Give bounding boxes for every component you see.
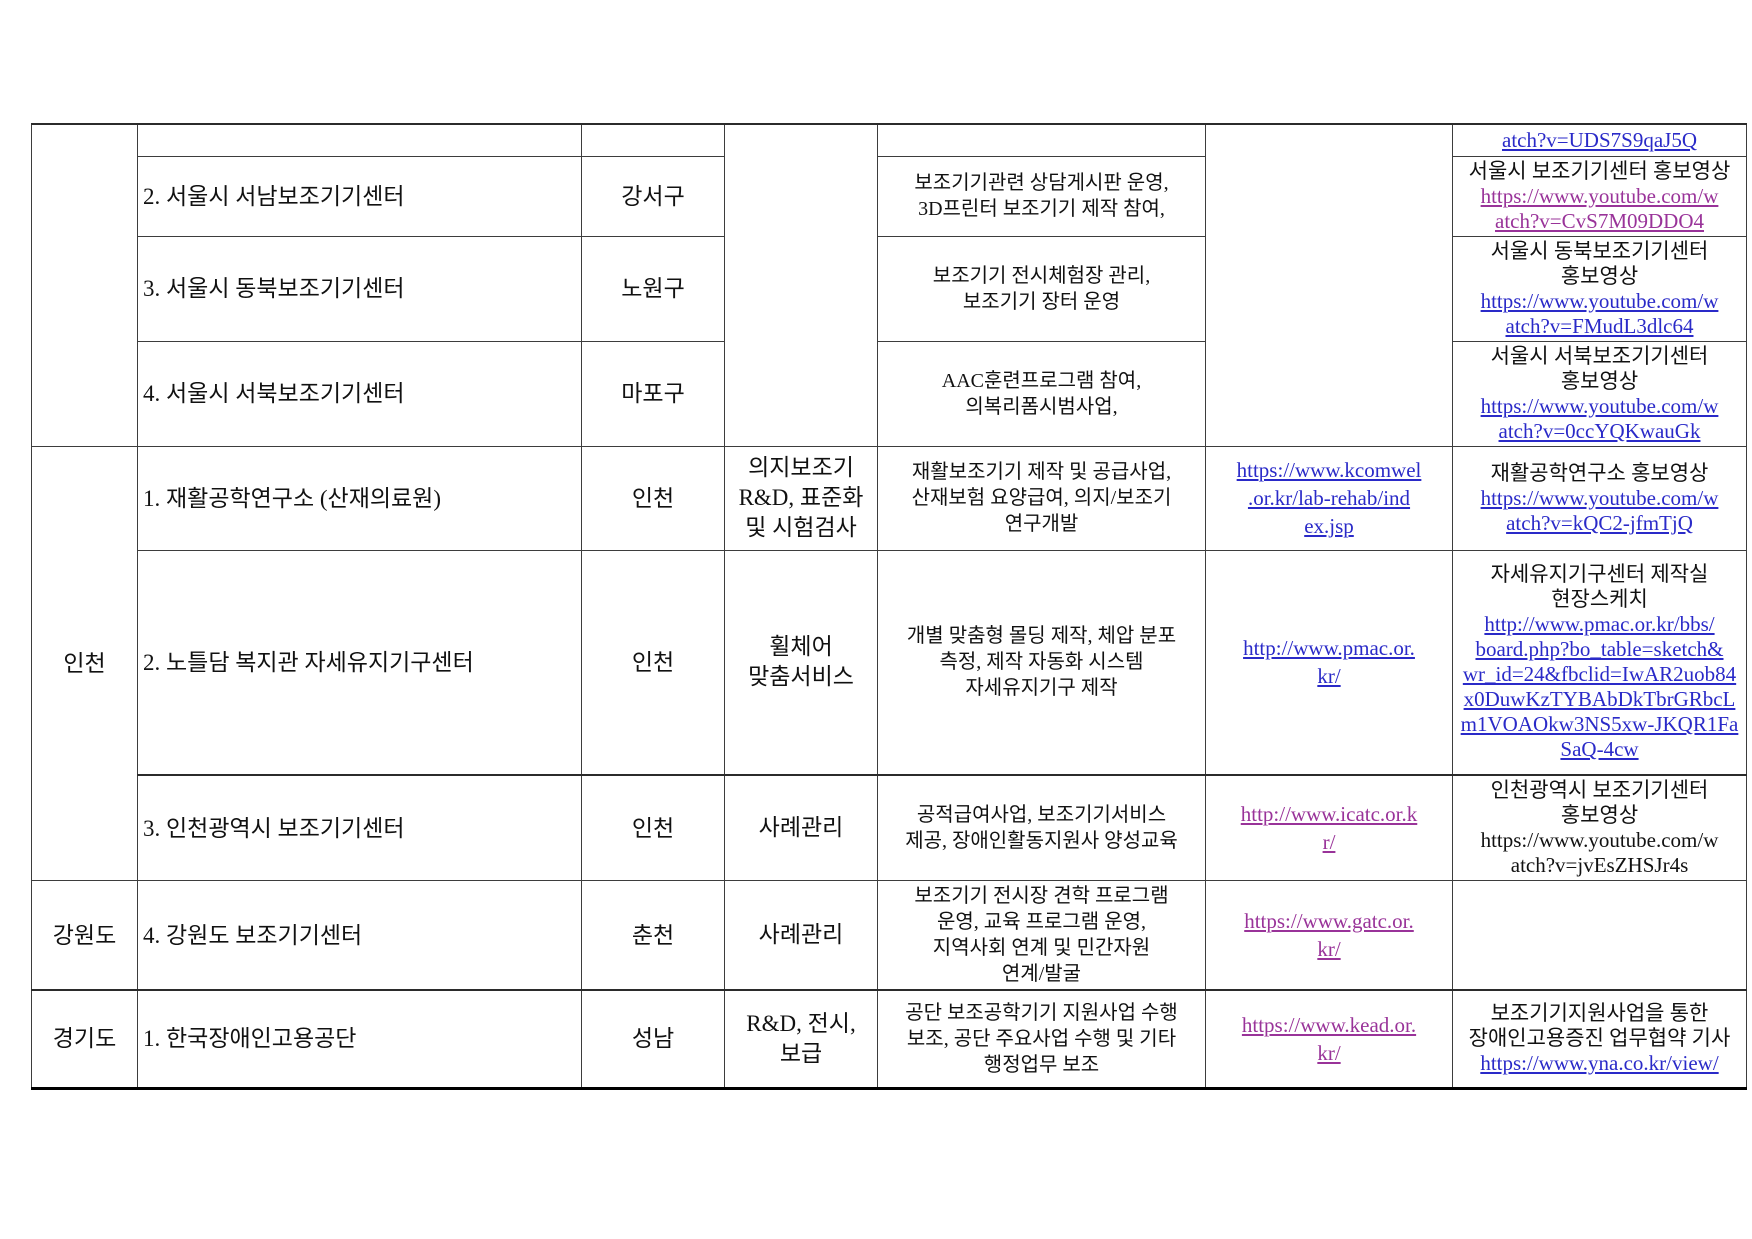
news-article-link[interactable]: https://www.yna.co.kr/view/ <box>1480 1051 1719 1076</box>
region-cell-seoul-merged <box>31 123 138 447</box>
location-cell: 강서구 <box>581 155 725 237</box>
video-cell: 서울시 보조기기센터 홍보영상 https://www.youtube.com/… <box>1452 155 1747 237</box>
video-cell: 재활공학연구소 홍보영상 https://www.youtube.com/w a… <box>1452 445 1747 551</box>
video-title: 홍보영상 <box>1560 263 1639 288</box>
location-cell: 인천 <box>581 445 725 551</box>
location-cell: 성남 <box>581 989 725 1089</box>
description-cell: 공단 보조공학기기 지원사업 수행 보조, 공단 주요사업 수행 및 기타 행정… <box>877 989 1206 1089</box>
location-cell: 인천 <box>581 549 725 776</box>
video-title: 서울시 동북보조기기센터 <box>1490 238 1709 263</box>
video-cell: 인천광역시 보조기기센터 홍보영상 https://www.youtube.co… <box>1452 774 1747 881</box>
location-cell: 노원구 <box>581 235 725 342</box>
service-cell: 사례관리 <box>724 880 878 991</box>
video-link[interactable]: https://www.youtube.com/w atch?v=kQC2-jf… <box>1480 485 1719 535</box>
url-cell-seoul-merged <box>1205 123 1453 447</box>
video-title: 현장스케치 <box>1551 587 1648 612</box>
website-link[interactable]: http://www.pmac.or. kr/ <box>1243 636 1415 689</box>
location-cell: 춘천 <box>581 880 725 991</box>
center-name-cell: 3. 인천광역시 보조기기센터 <box>137 774 582 881</box>
website-url-cell: https://www.kead.or. kr/ <box>1205 989 1453 1089</box>
video-link[interactable]: atch?v=UDS7S9qaJ5Q <box>1502 127 1697 152</box>
video-cell <box>1452 880 1747 991</box>
description-cell <box>877 123 1206 157</box>
table-row: atch?v=UDS7S9qaJ5Q <box>31 123 1747 447</box>
video-cell: 보조기기지원사업을 통한 장애인고용증진 업무협약 기사 https://www… <box>1452 989 1747 1089</box>
center-name-cell: 3. 서울시 동북보조기기센터 <box>137 235 582 342</box>
service-cell: 의지보조기 R&D, 표준화 및 시험검사 <box>724 445 878 551</box>
website-link[interactable]: https://www.gatc.or. kr/ <box>1244 909 1414 961</box>
table-row: 4. 서울시 서북보조기기센터 마포구 AAC훈련프로그램 참여, 의복리폼시범… <box>32 340 1747 447</box>
table-row: 2. 서울시 서남보조기기센터 강서구 보조기기관련 상담게시판 운영, 3D프… <box>32 155 1747 237</box>
website-url-cell: https://www.kcomwel .or.kr/lab-rehab/ind… <box>1205 445 1453 551</box>
video-title: 서울시 서북보조기기센터 <box>1490 343 1709 368</box>
table-row: 2. 노틀담 복지관 자세유지기구센터 인천 휠체어 맞춤서비스 개별 맞춤형 … <box>32 549 1747 776</box>
website-link[interactable]: https://www.kead.or. kr/ <box>1241 1012 1417 1065</box>
service-cell: 휠체어 맞춤서비스 <box>724 549 878 776</box>
video-link[interactable]: https://www.youtube.com/w atch?v=FMudL3d… <box>1480 288 1719 338</box>
description-cell: 보조기기관련 상담게시판 운영, 3D프린터 보조기기 제작 참여, <box>877 155 1206 237</box>
description-cell: 개별 맞춤형 몰딩 제작, 체압 분포 측정, 제작 자동화 시스템 자세유지기… <box>877 549 1206 776</box>
video-title: 홍보영상 <box>1560 803 1639 827</box>
video-title: 재활공학연구소 홍보영상 <box>1490 460 1709 485</box>
region-cell-gyeonggi: 경기도 <box>31 989 138 1089</box>
video-cell: atch?v=UDS7S9qaJ5Q <box>1452 123 1747 157</box>
description-cell: 보조기기 전시장 견학 프로그램 운영, 교육 프로그램 운영, 지역사회 연계… <box>877 880 1206 991</box>
description-cell: 보조기기 전시체험장 관리, 보조기기 장터 운영 <box>877 235 1206 342</box>
website-url-cell: http://www.pmac.or. kr/ <box>1205 549 1453 776</box>
table-row: 3. 인천광역시 보조기기센터 인천 사례관리 공적급여사업, 보조기기서비스 … <box>32 774 1747 881</box>
center-name-cell: 4. 서울시 서북보조기기센터 <box>137 340 582 447</box>
region-cell-gangwon: 강원도 <box>31 880 138 991</box>
location-cell <box>581 123 725 157</box>
website-link[interactable]: http://www.icatc.or.k r/ <box>1240 802 1418 854</box>
video-url-text: https://www.youtube.com/w <box>1480 828 1719 852</box>
table-row: 3. 서울시 동북보조기기센터 노원구 보조기기 전시체험장 관리, 보조기기 … <box>32 235 1747 342</box>
center-name-cell: 4. 강원도 보조기기센터 <box>137 880 582 991</box>
table-row: 강원도 4. 강원도 보조기기센터 춘천 사례관리 보조기기 전시장 견학 프로… <box>31 880 1747 991</box>
video-cell: 서울시 서북보조기기센터 홍보영상 https://www.youtube.co… <box>1452 340 1747 447</box>
website-url-cell: http://www.icatc.or.k r/ <box>1205 774 1453 881</box>
video-title: 장애인고용증진 업무협약 기사 <box>1468 1026 1731 1051</box>
center-name-cell: 2. 서울시 서남보조기기센터 <box>137 155 582 237</box>
description-cell: AAC훈련프로그램 참여, 의복리폼시범사업, <box>877 340 1206 447</box>
center-name-cell: 2. 노틀담 복지관 자세유지기구센터 <box>137 549 582 776</box>
service-cell-seoul-merged <box>724 123 878 447</box>
center-name-cell: 1. 재활공학연구소 (산재의료원) <box>137 445 582 551</box>
video-cell: 서울시 동북보조기기센터 홍보영상 https://www.youtube.co… <box>1452 235 1747 342</box>
website-url-cell: https://www.gatc.or. kr/ <box>1205 880 1453 991</box>
video-title: 서울시 보조기기센터 홍보영상 <box>1468 158 1731 183</box>
video-cell: 자세유지기구센터 제작실 현장스케치 http://www.pmac.or.kr… <box>1452 549 1747 776</box>
video-link[interactable]: https://www.youtube.com/w atch?v=CvS7M09… <box>1480 183 1719 233</box>
description-cell: 공적급여사업, 보조기기서비스 제공, 장애인활동지원사 양성교육 <box>877 774 1206 881</box>
location-cell: 인천 <box>581 774 725 881</box>
center-name-cell: 1. 한국장애인고용공단 <box>137 989 582 1089</box>
video-link[interactable]: http://www.pmac.or.kr/bbs/ board.php?bo_… <box>1460 612 1739 762</box>
table-row: 경기도 1. 한국장애인고용공단 성남 R&D, 전시, 보급 공단 보조공학기… <box>31 989 1747 1089</box>
service-cell: 사례관리 <box>724 774 878 881</box>
service-cell: R&D, 전시, 보급 <box>724 989 878 1089</box>
region-cell-incheon: 인천 <box>31 445 138 881</box>
description-cell: 재활보조기기 제작 및 공급사업, 산재보험 요양급여, 의지/보조기 연구개발 <box>877 445 1206 551</box>
center-name-cell <box>137 123 582 157</box>
assistive-tech-centers-table: atch?v=UDS7S9qaJ5Q 2. 서울시 서남보조기기센터 강서구 보… <box>31 123 1747 1090</box>
website-link[interactable]: https://www.kcomwel .or.kr/lab-rehab/ind… <box>1236 458 1422 538</box>
video-title: 보조기기지원사업을 통한 <box>1490 1001 1709 1026</box>
table-row: 인천 1. 재활공학연구소 (산재의료원) 인천 의지보조기 R&D, 표준화 … <box>31 445 1747 881</box>
video-title: 홍보영상 <box>1560 368 1639 393</box>
video-title: 인천광역시 보조기기센터 <box>1490 778 1709 802</box>
video-link[interactable]: https://www.youtube.com/w atch?v=0ccYQKw… <box>1480 393 1719 443</box>
video-url-text: atch?v=jvEsZHSJr4s <box>1510 853 1689 877</box>
location-cell: 마포구 <box>581 340 725 447</box>
video-title: 자세유지기구센터 제작실 <box>1490 562 1709 587</box>
